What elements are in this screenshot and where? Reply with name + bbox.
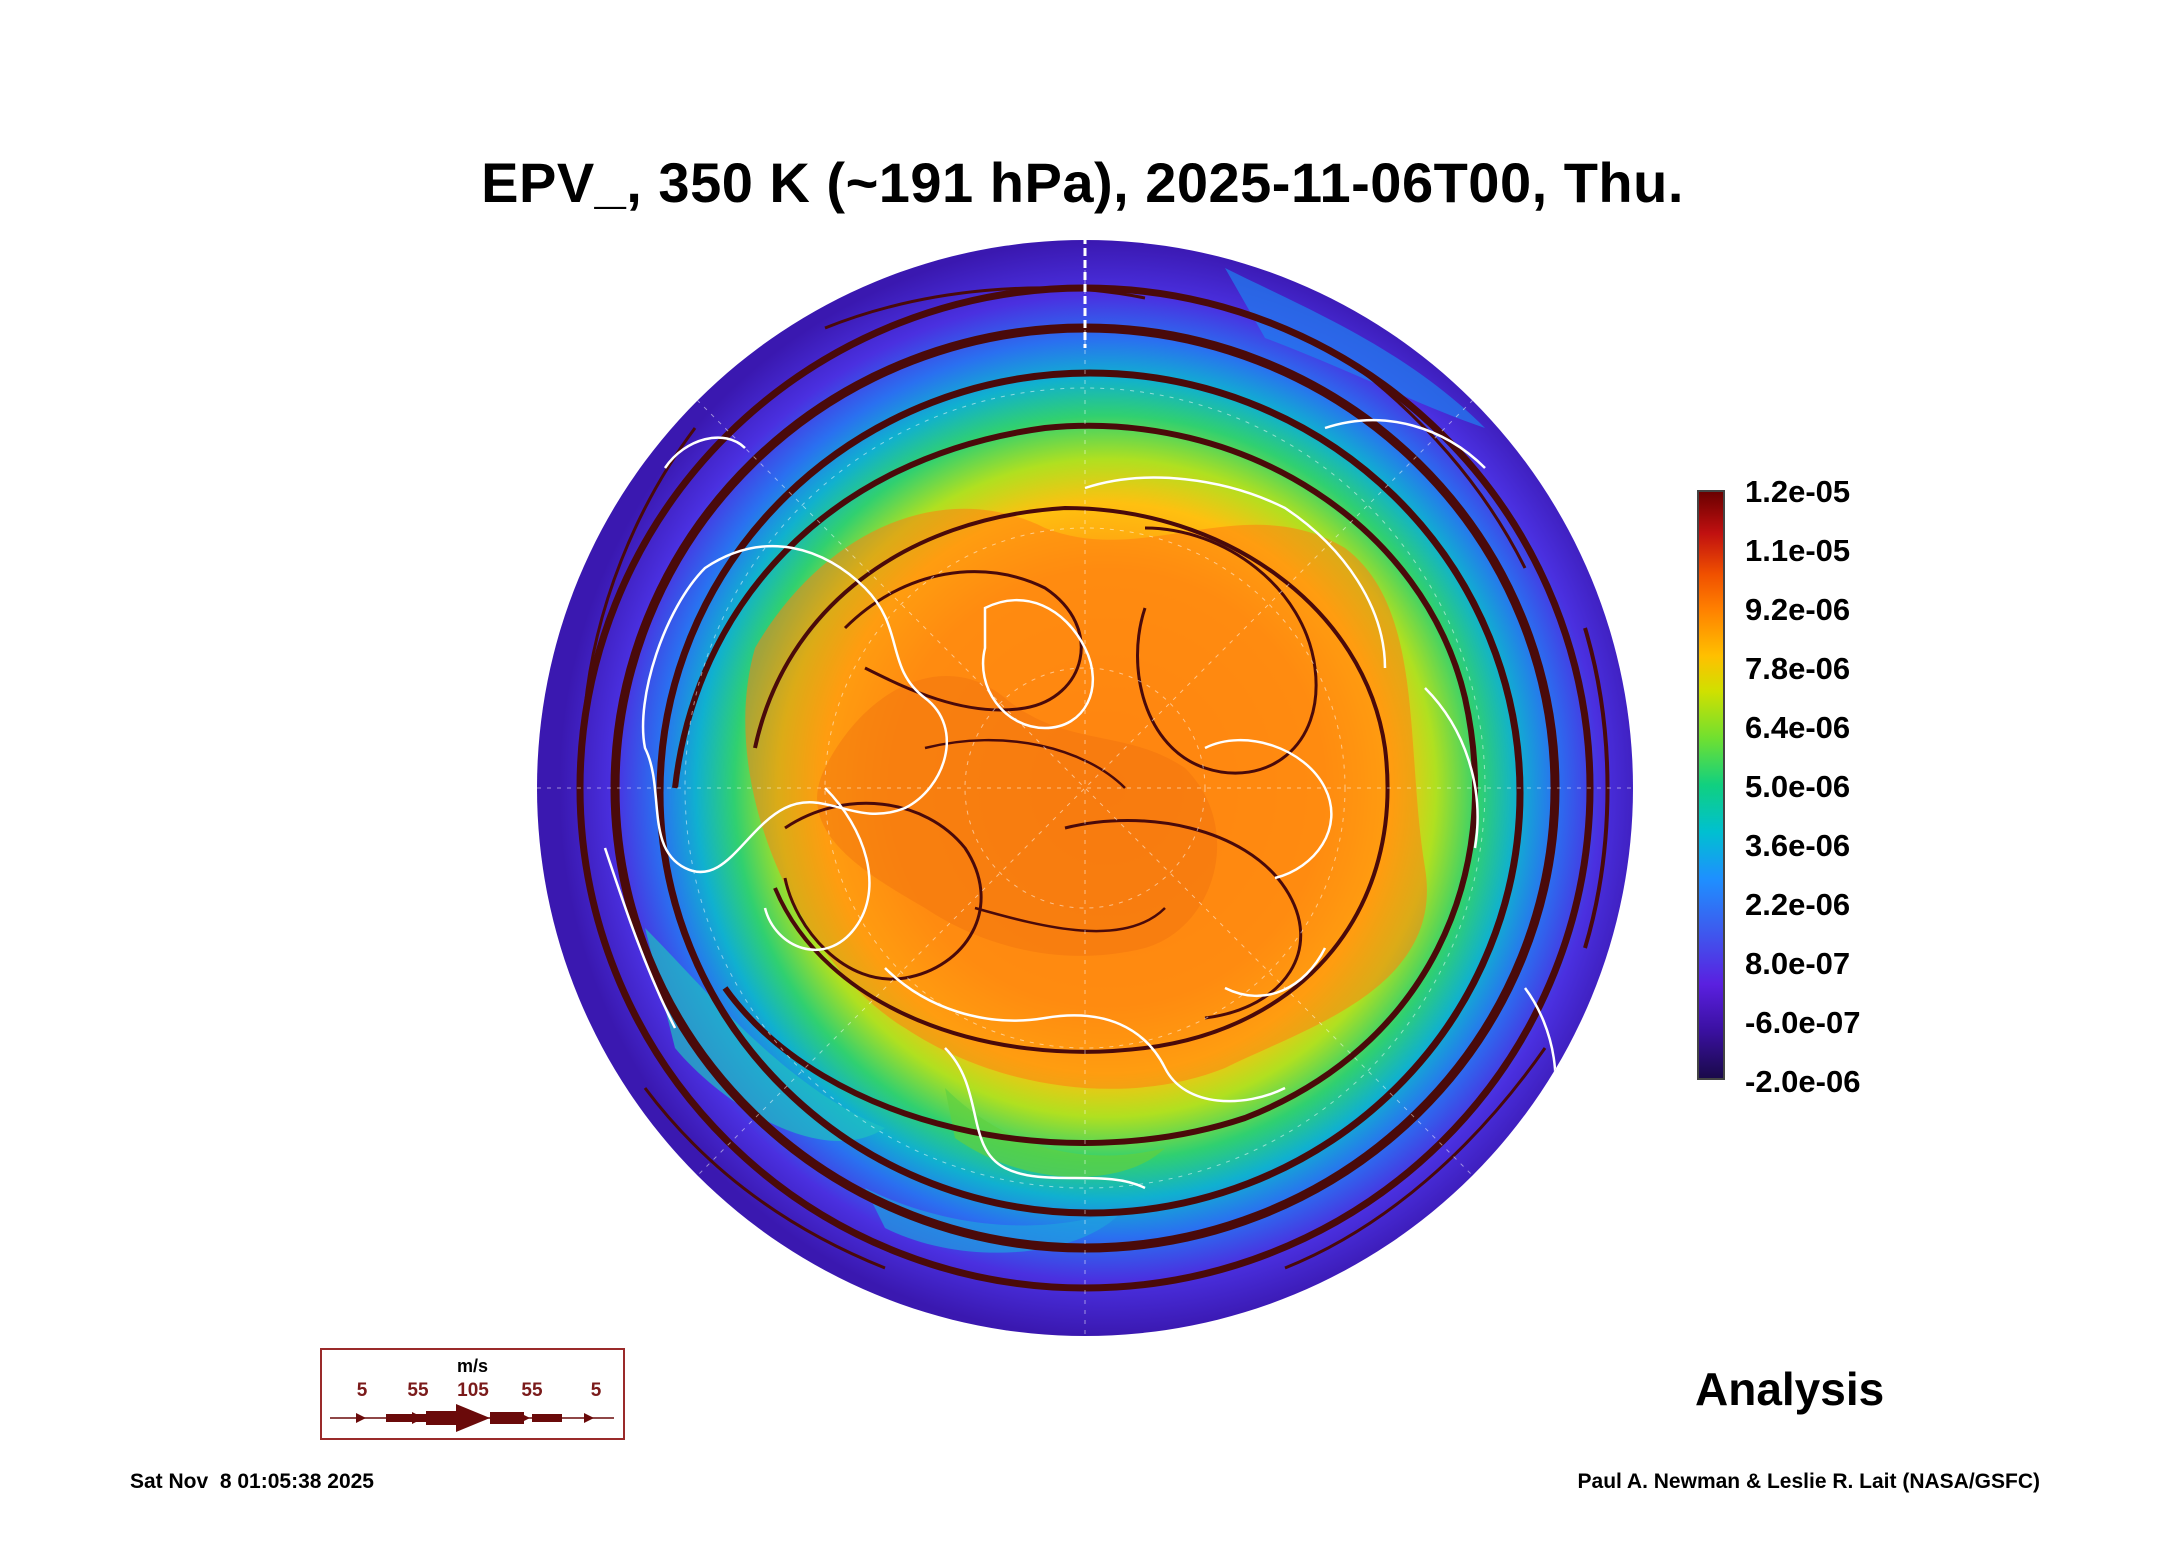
colorbar-label: 5.0e-06 bbox=[1745, 769, 1851, 804]
footer-credit: Paul A. Newman & Leslie R. Lait (NASA/GS… bbox=[1577, 1470, 2040, 1493]
wind-legend-arrow bbox=[330, 1404, 614, 1432]
analysis-label: Analysis bbox=[1695, 1363, 1885, 1415]
polar-map bbox=[525, 228, 1645, 1348]
colorbar-label: 7.8e-06 bbox=[1745, 651, 1851, 686]
colorbar-label: 2.2e-06 bbox=[1745, 887, 1851, 922]
wind-speed-legend: m/s 5 55 105 55 5 bbox=[320, 1348, 625, 1440]
wind-legend-value: 5 bbox=[356, 1380, 368, 1401]
wind-legend-value: 55 bbox=[521, 1380, 543, 1401]
colorbar-label: 8.0e-07 bbox=[1745, 946, 1851, 981]
colorbar-label: -6.0e-07 bbox=[1745, 1005, 1861, 1040]
colorbar-label: 9.2e-06 bbox=[1745, 592, 1851, 627]
epv-map-svg bbox=[537, 236, 1633, 1336]
plot-title: EPV_, 350 K (~191 hPa), 2025-11-06T00, T… bbox=[481, 151, 1684, 214]
colorbar-label: -2.0e-06 bbox=[1745, 1064, 1861, 1099]
graticule bbox=[537, 240, 1633, 1336]
colorbar-label: 1.1e-05 bbox=[1745, 533, 1851, 568]
wind-legend-value: 55 bbox=[407, 1380, 429, 1401]
footer-timestamp: Sat Nov 8 01:05:38 2025 bbox=[130, 1470, 374, 1493]
colorbar-label: 1.2e-05 bbox=[1745, 474, 1851, 509]
colorbar-label: 6.4e-06 bbox=[1745, 710, 1851, 745]
colorbar bbox=[1697, 490, 1725, 1080]
wind-legend-unit: m/s bbox=[456, 1356, 489, 1376]
colorbar-label: 3.6e-06 bbox=[1745, 828, 1851, 863]
wind-legend-value: 5 bbox=[590, 1380, 602, 1401]
wind-legend-value: 105 bbox=[457, 1380, 489, 1401]
